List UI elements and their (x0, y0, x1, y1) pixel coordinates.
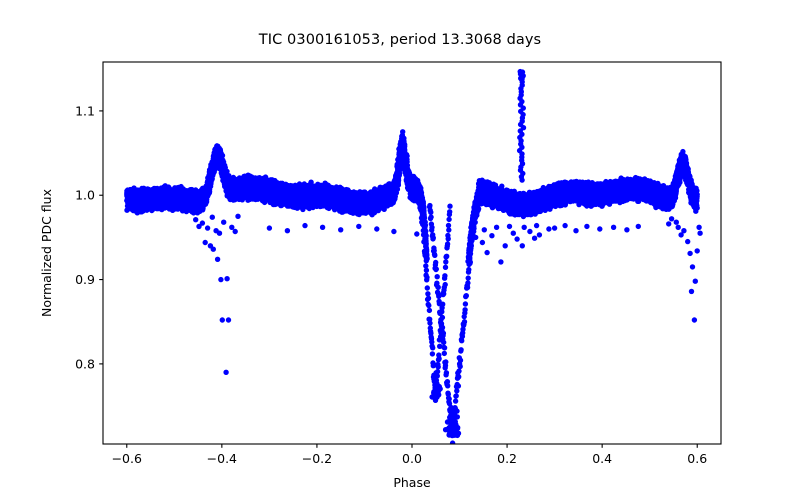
x-tick-label: −0.4 (207, 451, 237, 466)
plot-background (103, 62, 721, 444)
y-tick-label: 1.0 (75, 188, 95, 203)
x-axis-label: Phase (393, 475, 431, 490)
x-tick-label: −0.2 (302, 451, 332, 466)
axes-group: −0.6 −0.4 −0.2 0.0 0.2 0.4 0.6 0.8 0.9 1.0 1.1 Ph… (39, 62, 721, 490)
x-tick-label: 0.2 (497, 451, 517, 466)
x-axis-ticks: −0.6 −0.4 −0.2 0.0 0.2 0.4 0.6 (112, 444, 708, 466)
y-axis-ticks: 0.8 0.9 1.0 1.1 (75, 103, 103, 371)
x-tick-label: 0.6 (687, 451, 707, 466)
x-tick-label: −0.6 (112, 451, 142, 466)
x-tick-label: 0.0 (402, 451, 422, 466)
x-tick-label: 0.4 (592, 451, 612, 466)
y-axis-label: Normalized PDC flux (39, 189, 54, 317)
y-tick-label: 0.9 (75, 272, 95, 287)
y-tick-label: 0.8 (75, 356, 95, 371)
y-tick-label: 1.1 (75, 103, 95, 118)
